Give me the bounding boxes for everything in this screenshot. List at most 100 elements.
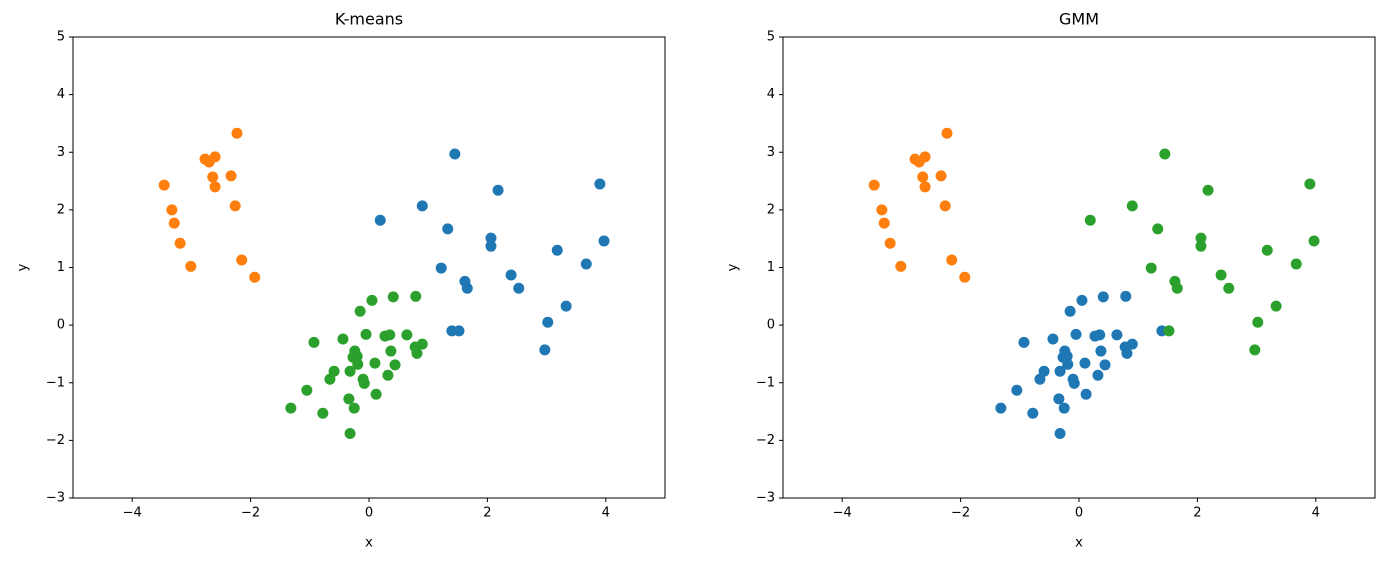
scatter-point [1145, 262, 1157, 274]
scatter-point [249, 271, 261, 283]
y-tick-label: 2 [767, 202, 775, 217]
scatter-point [1111, 329, 1123, 341]
scatter-point [1099, 359, 1111, 371]
scatter-point [1054, 365, 1066, 377]
scatter-point [551, 244, 563, 256]
scatter-point [344, 365, 356, 377]
scatter-point [1097, 291, 1109, 303]
scatter-point [301, 384, 313, 396]
x-tick-label: 4 [602, 506, 610, 521]
scatter-point [485, 232, 497, 244]
scatter-point [1034, 373, 1046, 385]
y-tick-label: 3 [767, 145, 775, 160]
x-tick-label: −2 [241, 506, 260, 521]
scatter-point [389, 359, 401, 371]
scatter-point [370, 388, 382, 400]
scatter-point [1163, 325, 1175, 337]
scatter-point [1094, 329, 1106, 341]
scatter-point [878, 217, 890, 229]
scatter-point [1027, 407, 1039, 419]
scatter-point [1223, 282, 1235, 294]
y-tick-label: −3 [46, 491, 65, 506]
scatter-point [1290, 258, 1302, 270]
scatter-point [959, 271, 971, 283]
x-tick-label: 0 [1075, 506, 1083, 521]
scatter-point [453, 325, 465, 337]
y-tick-label: 0 [767, 318, 775, 333]
y-tick-label: 4 [767, 87, 775, 102]
scatter-point [1061, 350, 1073, 362]
y-tick-label: 1 [767, 260, 775, 275]
scatter-point [1126, 200, 1138, 212]
scatter-point [435, 262, 447, 274]
x-axis-label: x [365, 536, 373, 551]
scatter-point [343, 393, 355, 405]
scatter-point [935, 170, 947, 182]
scatter-point [384, 329, 396, 341]
scatter-point [449, 148, 461, 160]
chart-title: GMM [1059, 10, 1099, 29]
scatter-point [360, 328, 372, 340]
y-tick-label: 3 [57, 145, 65, 160]
scatter-point [919, 151, 931, 163]
scatter-point [229, 200, 241, 212]
scatter-point [174, 237, 186, 249]
scatter-point [1202, 184, 1214, 196]
scatter-point [308, 336, 320, 348]
scatter-point [352, 358, 364, 370]
x-tick-label: 4 [1312, 506, 1320, 521]
scatter-point [868, 179, 880, 191]
y-tick-label: −1 [756, 375, 775, 390]
scatter-point [231, 127, 243, 139]
y-tick-label: 1 [57, 260, 65, 275]
scatter-point [485, 240, 497, 252]
chart-title: K-means [335, 10, 403, 29]
scatter-point [1249, 344, 1261, 356]
scatter-point [385, 345, 397, 357]
scatter-point [337, 333, 349, 345]
scatter-point [492, 184, 504, 196]
scatter-point [344, 427, 356, 439]
scatter-point [236, 254, 248, 266]
subplot: GMM x y −4 −2 0 2 4 −3 −2 −1 0 1 2 3 4 5 [726, 10, 1376, 551]
y-tick-label: 5 [767, 30, 775, 45]
scatter-point [542, 316, 554, 328]
scatter-point [995, 402, 1007, 414]
scatter-point [1195, 232, 1207, 244]
scatter-point [348, 402, 360, 414]
scatter-point [513, 282, 525, 294]
scatter-point [1308, 235, 1320, 247]
x-tick-label: 2 [483, 506, 491, 521]
x-axis-label: x [1075, 536, 1083, 551]
scatter-point [366, 294, 378, 306]
y-axis-label: y [726, 263, 741, 271]
y-axis-label: y [16, 263, 31, 271]
scatter-point [1076, 294, 1088, 306]
scatter-point [1195, 240, 1207, 252]
scatter-point [358, 377, 370, 389]
scatter-point [1215, 269, 1227, 281]
scatter-point [185, 260, 197, 272]
scatter-point [598, 235, 610, 247]
scatter-point [946, 254, 958, 266]
scatter-point [461, 282, 473, 294]
x-tick-label: −4 [123, 506, 142, 521]
scatter-point [1084, 214, 1096, 226]
scatter-point [382, 369, 394, 381]
scatter-point [207, 171, 219, 183]
scatter-point [225, 170, 237, 182]
plot-frame [72, 36, 666, 499]
scatter-point [895, 260, 907, 272]
y-tick-label: −3 [756, 491, 775, 506]
scatter-point [416, 200, 428, 212]
scatter-point [1261, 244, 1273, 256]
scatter-point [209, 181, 221, 193]
scatter-point [324, 373, 336, 385]
x-tick-label: −4 [833, 506, 852, 521]
scatter-point [166, 204, 178, 216]
scatter-point [1095, 345, 1107, 357]
y-tick-label: −1 [46, 375, 65, 390]
scatter-point [442, 223, 454, 235]
scatter-point [209, 151, 221, 163]
plot-frame [782, 36, 1376, 499]
